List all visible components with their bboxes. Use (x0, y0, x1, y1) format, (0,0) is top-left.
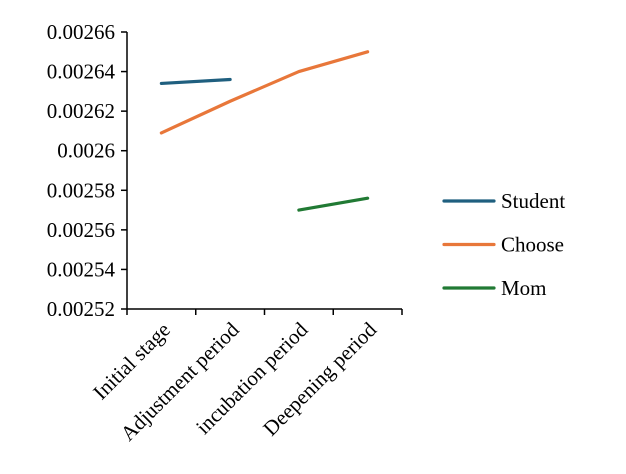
legend-label-student: Student (501, 189, 565, 213)
legend-label-mom: Mom (501, 276, 547, 300)
y-tick-label: 0.00254 (47, 257, 116, 281)
y-tick-label: 0.00262 (47, 99, 115, 123)
y-tick-label: 0.00256 (47, 218, 115, 242)
y-tick-label: 0.00266 (47, 20, 115, 44)
series-line-mom (297, 196, 370, 212)
y-tick-label: 0.00264 (47, 60, 116, 84)
axes (126, 32, 402, 310)
y-tick-label: 0.00258 (47, 178, 115, 202)
series-line-choose (159, 50, 370, 135)
y-tick-label: 0.0026 (57, 139, 115, 163)
series-line-student (159, 77, 232, 86)
y-ticks: 0.00252 0.00254 0.00256 0.00258 0.0026 0.0026… (47, 20, 127, 321)
x-category-label: Adjustment period (116, 317, 244, 445)
legend-label-choose: Choose (501, 233, 564, 257)
y-tick-label: 0.00252 (47, 297, 115, 321)
legend: Student Choose Mom (442, 189, 565, 300)
series-lines (159, 50, 370, 212)
